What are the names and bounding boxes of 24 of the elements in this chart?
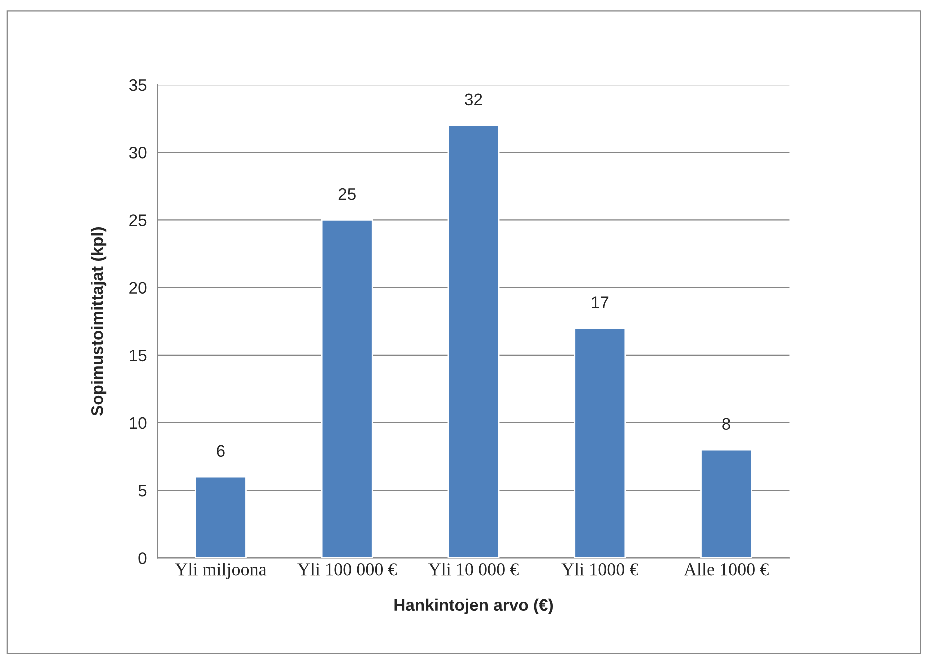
y-tick-label: 30 <box>129 147 147 159</box>
data-label: 6 <box>217 445 225 458</box>
x-tick-label: Alle 1000 € <box>684 563 769 576</box>
data-label: 32 <box>465 94 482 106</box>
x-tick-label: Yli 1000 € <box>562 563 638 576</box>
x-tick-label: Yli 10 000 € <box>428 563 519 576</box>
bar <box>321 220 374 558</box>
y-tick-label: 15 <box>130 350 147 362</box>
x-axis-title: Hankintojen arvo (€) <box>394 598 554 614</box>
x-tick-label: Yli miljoona <box>175 563 267 580</box>
bar <box>700 449 753 558</box>
bar <box>194 476 247 558</box>
x-tick-label: Yli 100 000 € <box>298 563 397 576</box>
y-tick-label: 20 <box>130 282 147 294</box>
y-tick-label: 5 <box>138 485 147 497</box>
y-tick-label: 0 <box>138 552 147 564</box>
y-tick-label: 35 <box>129 79 147 92</box>
bar <box>574 328 626 558</box>
y-tick-label: 25 <box>130 214 147 226</box>
y-tick-label: 10 <box>130 417 147 430</box>
data-label: 25 <box>338 188 356 200</box>
y-axis-title: Sopimustoimittajat (kpl) <box>91 228 107 416</box>
bar <box>448 124 500 558</box>
data-label: 17 <box>592 296 609 308</box>
